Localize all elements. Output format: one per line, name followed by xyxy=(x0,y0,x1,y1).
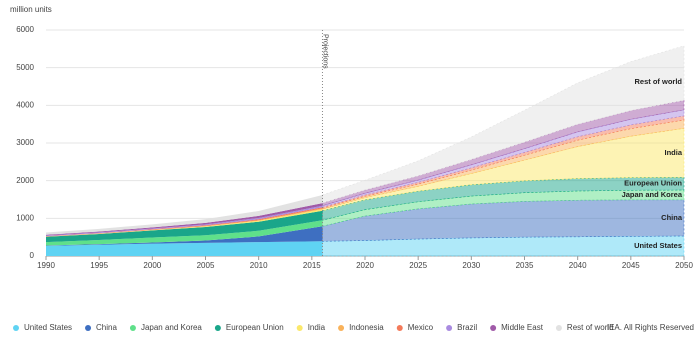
direct-label: United States xyxy=(634,241,682,250)
footer: IEA. All Rights Reserved xyxy=(607,323,694,332)
legend-label: European Union xyxy=(226,323,284,332)
projection-label: Projections xyxy=(322,34,329,69)
x-tick-label: 2040 xyxy=(569,261,587,270)
legend-marker xyxy=(446,325,453,331)
x-tick-label: 2005 xyxy=(197,261,215,270)
direct-label: Rest of world xyxy=(634,77,682,86)
legend-label: China xyxy=(96,323,117,332)
projected-area xyxy=(322,109,685,208)
y-tick-label: 1000 xyxy=(16,213,34,222)
y-tick-label: 2000 xyxy=(16,176,34,185)
legend-marker xyxy=(13,325,19,331)
legend-marker xyxy=(338,325,345,331)
legend-marker xyxy=(214,325,221,331)
legend-label: Rest of world xyxy=(567,323,614,332)
legend-label: Mexico xyxy=(408,323,434,332)
x-tick-label: 1990 xyxy=(37,261,55,270)
projected-area xyxy=(322,119,685,210)
area xyxy=(46,220,323,246)
area xyxy=(46,210,323,243)
y-axis-label: million units xyxy=(10,5,52,14)
legend-label: Japan and Korea xyxy=(141,323,202,332)
area xyxy=(46,241,323,256)
projected-area xyxy=(322,127,685,212)
legend-marker xyxy=(296,325,303,331)
projected-area xyxy=(322,45,685,204)
legend-label: Indonesia xyxy=(349,323,384,332)
x-tick-label: 2030 xyxy=(462,261,480,270)
projected-area xyxy=(322,115,685,209)
x-tick-label: 2020 xyxy=(356,261,374,270)
projected-area xyxy=(322,235,685,257)
y-tick-label: 3000 xyxy=(16,138,34,147)
x-tick-label: 2035 xyxy=(516,261,534,270)
x-tick-label: 2000 xyxy=(143,261,161,270)
legend-marker xyxy=(490,325,497,331)
x-tick-label: 2025 xyxy=(409,261,427,270)
direct-label: Japan and Korea xyxy=(622,190,683,199)
x-tick-label: 2045 xyxy=(622,261,640,270)
x-tick-label: 2015 xyxy=(303,261,321,270)
area xyxy=(46,194,323,235)
direct-label: European Union xyxy=(624,179,682,188)
y-tick-label: 6000 xyxy=(16,25,34,34)
legend-label: India xyxy=(308,323,326,332)
direct-label: China xyxy=(661,213,683,222)
legend-label: Middle East xyxy=(501,323,544,332)
legend-label: United States xyxy=(24,323,72,332)
y-tick-label: 5000 xyxy=(16,63,34,72)
legend-label: Brazil xyxy=(457,323,477,332)
x-tick-label: 1995 xyxy=(90,261,108,270)
legend-marker xyxy=(555,325,562,331)
legend-marker xyxy=(129,325,136,331)
legend-marker xyxy=(396,325,403,331)
legend-marker xyxy=(85,325,92,331)
area xyxy=(46,226,323,246)
y-tick-label: 4000 xyxy=(16,100,34,109)
x-tick-label: 2010 xyxy=(250,261,268,270)
direct-label: India xyxy=(664,148,682,157)
x-tick-label: 2050 xyxy=(675,261,693,270)
y-tick-label: 0 xyxy=(30,251,35,260)
